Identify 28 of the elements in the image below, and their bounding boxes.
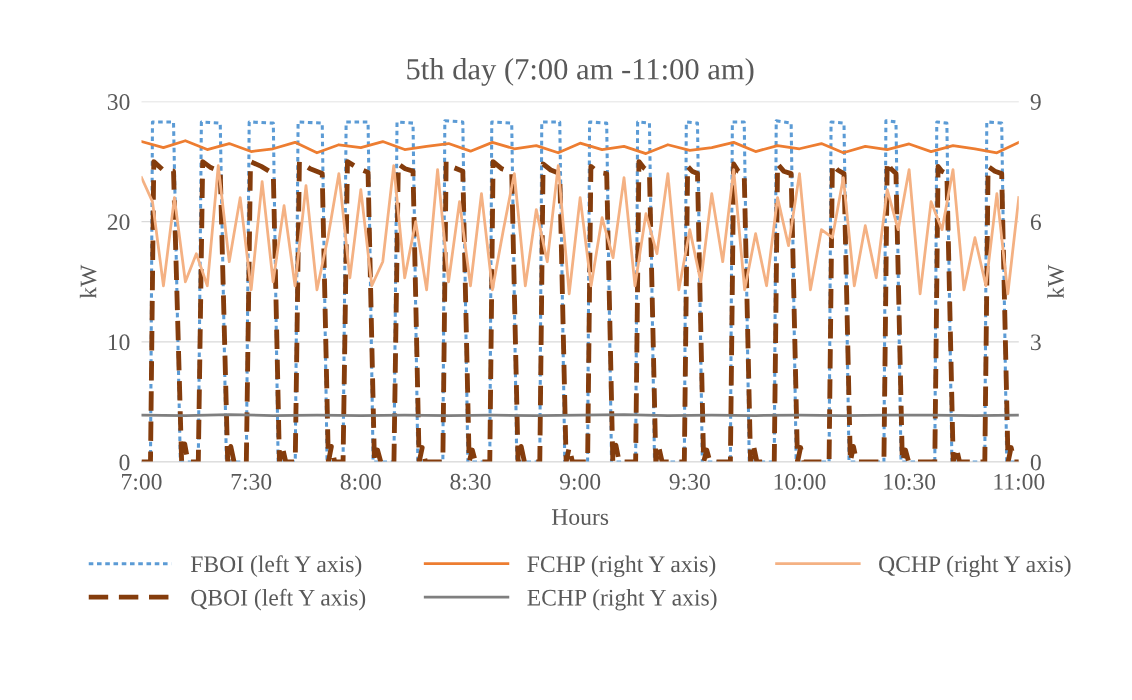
- x-tick-label: 7:30: [231, 473, 272, 490]
- legend-label: FCHP (right Y axis): [527, 555, 716, 578]
- line-series: [141, 139, 1019, 155]
- legend-label: ECHP (right Y axis): [527, 589, 717, 611]
- y-tick-label: 30: [107, 93, 130, 110]
- x-tick-label: 9:00: [559, 473, 601, 490]
- y2-axis-title: kW: [1047, 264, 1065, 299]
- y2-tick-label: 3: [1031, 334, 1041, 351]
- legend-label: QBOI (left Y axis): [191, 588, 366, 611]
- legend-label: FBOI (left Y axis): [190, 555, 362, 577]
- x-tick-label: 10:00: [774, 473, 826, 490]
- y2-tick-label: 0: [1030, 454, 1041, 471]
- x-tick-label: 8:30: [450, 473, 491, 490]
- y2-tick-label: 9: [1030, 94, 1041, 110]
- x-tick-label: 11:00: [994, 473, 1045, 490]
- x-tick-label: 8:00: [340, 473, 381, 490]
- chart-title: 5th day (7:00 am -11:00 am): [407, 58, 754, 86]
- y-tick-label: 20: [107, 214, 130, 231]
- x-axis-title: Hours: [551, 509, 609, 526]
- y-axis-title: kW: [79, 264, 97, 299]
- x-tick-label: 10:30: [884, 473, 936, 490]
- x-tick-label: 7:00: [122, 473, 162, 490]
- line-series: [141, 164, 1019, 296]
- y-tick-label: 10: [108, 334, 130, 351]
- y2-tick-label: 6: [1030, 214, 1042, 231]
- x-tick-label: 9:30: [669, 473, 710, 490]
- legend-label: QCHP (right Y axis): [879, 555, 1071, 578]
- y-tick-label: 0: [119, 454, 130, 471]
